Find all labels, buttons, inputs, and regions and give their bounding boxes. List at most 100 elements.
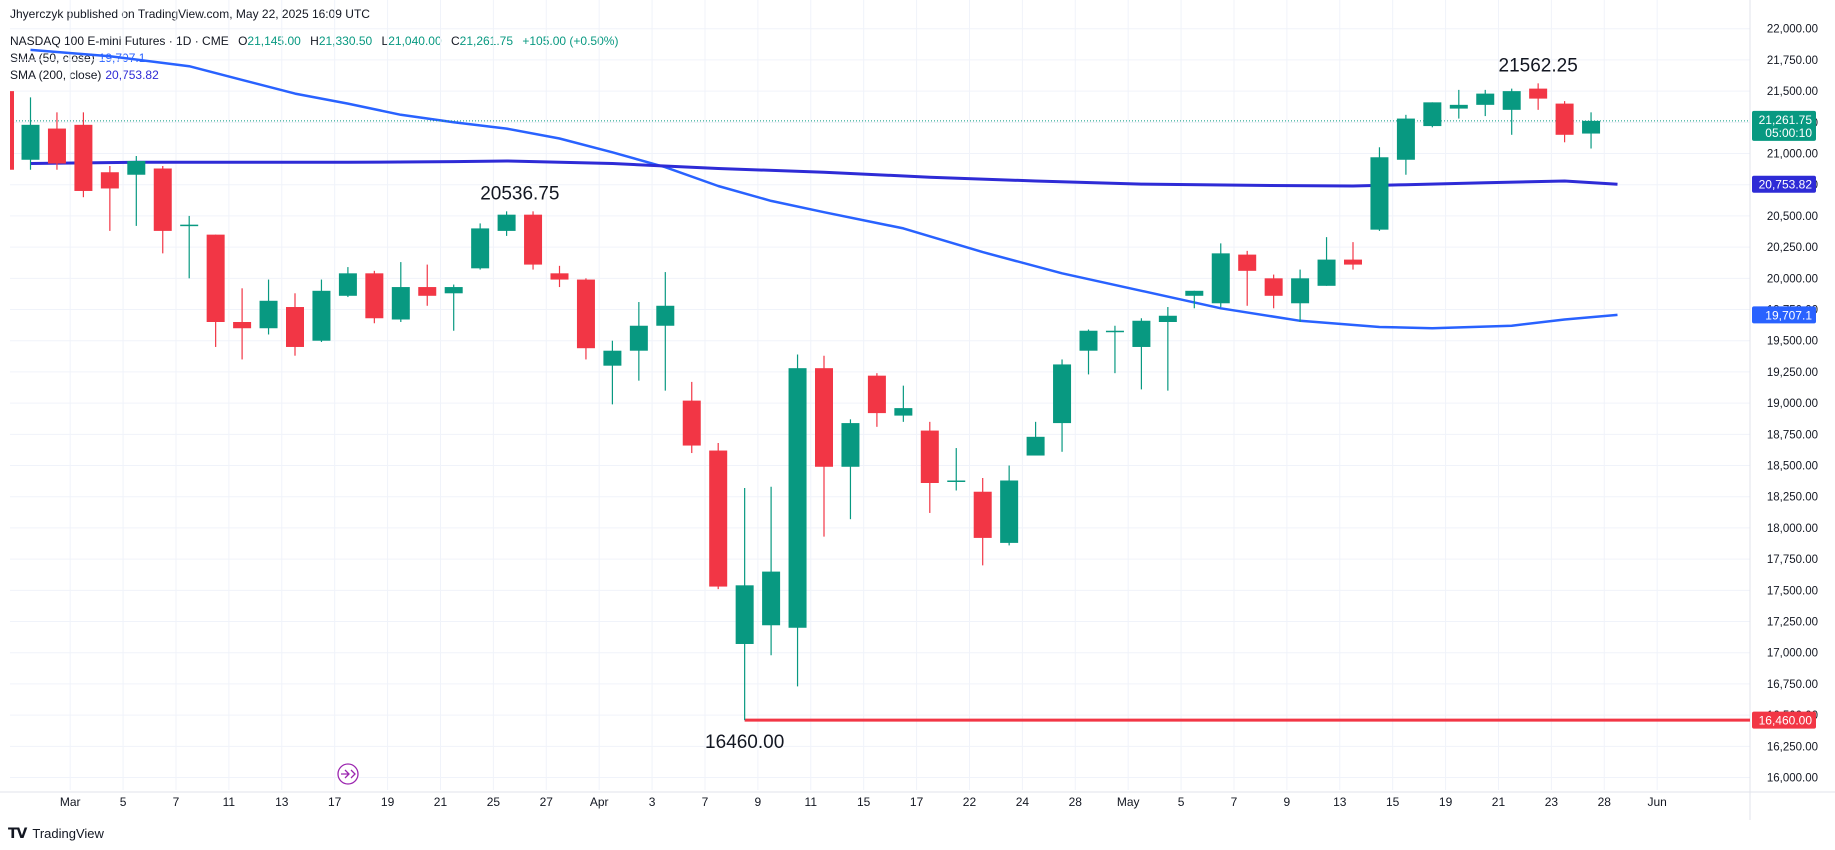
candle [1053,359,1072,452]
price-label-text: 20,753.82 [1759,178,1813,192]
candle-body [920,430,939,483]
candle-body [947,480,966,482]
x-tick-label: 19 [1439,795,1453,809]
price-annotation: 16460.00 [705,732,784,753]
close-value: 21,261.75 [459,34,514,48]
candle [815,355,833,537]
candle-body [841,423,860,467]
x-tick-label: 5 [120,795,127,809]
price-axis-label: 16,460.00 [1752,711,1816,729]
candle-body [74,124,93,191]
candle-body [709,450,728,587]
candle [1502,88,1521,135]
x-tick-label: 21 [1492,795,1506,809]
y-tick-label: 20,000.00 [1767,273,1818,285]
candle [233,288,252,360]
y-tick-label: 17,500.00 [1767,585,1818,597]
candle [74,112,93,198]
candle-body [550,273,569,280]
candle-body [1529,88,1548,99]
goto-realtime-icon[interactable] [337,763,359,785]
price-label-bg [1752,110,1816,141]
candle-body [391,287,410,320]
candle-body [1291,278,1310,304]
y-tick-label: 18,000.00 [1767,523,1818,535]
candle [709,443,728,590]
brand-text: TradingView [32,826,104,841]
x-tick-label: 5 [1178,795,1185,809]
candle [1105,325,1124,374]
low-value: 21,040.00 [388,34,442,48]
candle-body [312,290,331,341]
candle [1476,89,1495,117]
candle [1000,465,1019,546]
candle [21,97,40,170]
candle-body [1053,364,1072,424]
candle [894,385,913,422]
candle [1185,290,1204,309]
candle-body [444,287,463,294]
candle [1211,243,1230,308]
candle [1529,83,1548,110]
y-tick-label: 21,000.00 [1767,149,1818,161]
y-tick-label: 21,750.00 [1767,55,1818,67]
time-axis[interactable]: Mar 5 7 11 13 17 19 21 25 27 Apr 3 7 9 11 15 17 22 24 28 May… [0,791,1835,809]
x-tick-label: 28 [1598,795,1612,809]
price-axis-label: 19,707.1 [1752,306,1816,324]
candle-body [788,368,807,628]
candle-body [1079,330,1098,351]
sma200-legend[interactable]: SMA (200, close) 20,753.82 [10,68,159,82]
candle-body [1026,436,1045,456]
candle-body [418,287,437,296]
candle-body [259,300,278,329]
candle-body [1000,480,1019,543]
candle [973,478,992,566]
candle-body [973,491,992,538]
candle-body [524,214,543,265]
candle [1370,147,1389,231]
candle [444,284,463,331]
candle-body [603,350,622,366]
x-tick-label: Jun [1647,795,1666,809]
candle-body [471,228,490,269]
candle-body [47,128,66,164]
candle [762,486,781,656]
x-tick-label: Apr [590,795,609,809]
high-label: H [310,34,319,48]
candle-body [1105,330,1124,333]
price-axis[interactable]: 16,000.0016,250.0016,500.0016,750.0017,0… [1749,0,1818,820]
x-tick-label: 7 [702,795,709,809]
candle-body [1132,320,1151,347]
y-tick-label: 17,750.00 [1767,554,1818,566]
candle [603,340,622,405]
candle-body [153,168,172,231]
x-tick-label: 21 [434,795,448,809]
candle [867,373,886,427]
candle-body [1396,118,1415,160]
candle-body [180,224,199,227]
price-label-countdown: 05:00:10 [1765,126,1812,140]
x-tick-label: 23 [1545,795,1559,809]
publisher-line: Jhyerczyk published on TradingView.com, … [10,7,370,21]
sma200-legend-value: 20,753.82 [105,68,159,82]
candle-body [1185,290,1204,296]
x-tick-label: 13 [1333,795,1347,809]
annotations: 20536.75 16460.00 21562.25 [480,55,1578,753]
y-tick-label: 19,500.00 [1767,336,1818,348]
candle [550,265,569,288]
candle [1423,102,1442,128]
high-value: 21,330.50 [318,34,373,48]
instrument-title[interactable]: NASDAQ 100 E-mini Futures · 1D · CME [10,34,229,48]
low-label: L [381,34,389,48]
candle [259,279,278,335]
candle [1238,250,1257,306]
price-label-bg [1752,175,1816,193]
price-label-text: 19,707.1 [1765,308,1812,322]
candle-body [1238,254,1257,271]
tradingview-logo-icon: 𝗧𝗩 [8,825,27,841]
open-label: O [238,34,248,48]
candle-body [762,571,781,626]
